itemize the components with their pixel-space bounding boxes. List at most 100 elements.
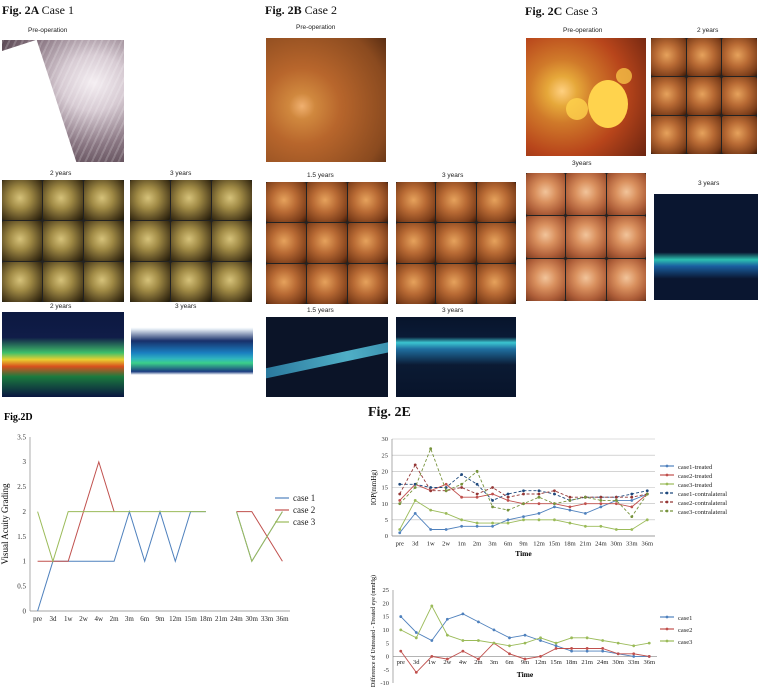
- data-point: [630, 515, 634, 518]
- x-tick-label: 12m: [535, 659, 547, 666]
- data-point: [553, 489, 556, 493]
- x-tick-label: 3d: [412, 541, 419, 548]
- data-point: [583, 502, 587, 506]
- legend-entry: case1: [678, 615, 692, 622]
- data-point: [630, 505, 634, 509]
- data-point: [630, 492, 634, 496]
- x-tick-label: 1w: [427, 541, 435, 548]
- x-tick-label: 21m: [581, 659, 593, 666]
- data-point: [553, 502, 556, 506]
- data-point: [477, 639, 480, 642]
- data-point: [645, 492, 649, 496]
- data-point: [398, 531, 402, 535]
- x-tick-label: 24m: [597, 659, 609, 666]
- x-tick-label: 2w: [79, 615, 89, 623]
- data-point: [413, 463, 417, 467]
- data-point: [414, 670, 418, 674]
- data-point: [537, 489, 541, 493]
- y-tick-label: 0: [385, 533, 388, 540]
- data-point: [522, 502, 525, 506]
- fig2b-oct-15y-caption: 1.5 years: [307, 307, 334, 314]
- x-tick-label: 9m: [519, 541, 527, 548]
- data-point: [647, 641, 651, 645]
- data-point: [632, 655, 636, 658]
- data-point: [632, 652, 636, 656]
- x-tick-label: 30m: [611, 541, 623, 548]
- data-point: [492, 641, 496, 645]
- x-tick-label: 18m: [200, 615, 213, 623]
- legend-marker: [665, 627, 669, 631]
- fig2d-visual-acuity-chart: Fig.2D 0 0.5 1 1.5 2 2.5 3 3.5 pre 3d 1w 2w 4w 2m 3m 6m 9…: [0, 412, 316, 623]
- data-point: [413, 486, 417, 489]
- y-axis-label: IOP(mmHg): [370, 469, 378, 505]
- data-point: [461, 649, 465, 653]
- series-line-case3-contralateral: [399, 447, 648, 518]
- data-point: [491, 524, 494, 528]
- data-point: [399, 615, 403, 618]
- fig2a-2y-caption: 2 years: [50, 170, 72, 177]
- data-point: [553, 492, 556, 496]
- y-tick-label: 0: [23, 607, 27, 615]
- x-tick-label: pre: [396, 541, 404, 548]
- x-tick-label: 3m: [125, 615, 135, 623]
- legend-entry: case2: [678, 627, 692, 634]
- data-point: [616, 652, 620, 656]
- data-point: [570, 649, 573, 653]
- data-point: [508, 644, 511, 648]
- legend-entry: case1-treated: [678, 464, 713, 471]
- fig2e-label: Fig. 2E: [368, 405, 411, 420]
- data-point: [491, 521, 494, 525]
- data-point: [444, 528, 448, 531]
- x-tick-label: 4w: [95, 615, 105, 623]
- data-point: [429, 489, 433, 493]
- x-tick-label: 24m: [230, 615, 243, 623]
- data-point: [399, 628, 403, 632]
- x-tick-label: 1w: [428, 659, 436, 666]
- data-point: [430, 639, 434, 642]
- data-point: [491, 499, 494, 502]
- data-point: [430, 604, 434, 608]
- data-point: [585, 647, 589, 650]
- x-tick-label: 6m: [505, 659, 513, 666]
- data-point: [444, 489, 448, 493]
- data-point: [429, 447, 433, 451]
- legend-marker: [665, 615, 669, 619]
- data-point: [537, 511, 541, 515]
- data-point: [614, 499, 618, 502]
- x-tick-label: 3d: [413, 659, 420, 666]
- data-point: [570, 647, 573, 650]
- x-tick-label: 21m: [580, 541, 592, 548]
- data-point: [583, 524, 587, 528]
- fig2b-oct-15y-image: [266, 317, 388, 397]
- x-tick-label: 36m: [641, 541, 653, 548]
- fig2e-iop-chart: 0 5 10 15 20 25 30 pre 3d 1w 2w 1m 2m 3m 6m 9m 12m 15m 18m…: [370, 436, 727, 558]
- legend-entry: case 3: [293, 517, 316, 527]
- x-tick-label: 24m: [595, 541, 607, 548]
- y-tick-label: 10: [383, 627, 390, 634]
- fig2c-pre-caption: Pre-operation: [563, 27, 603, 34]
- legend-entry: case3: [678, 639, 692, 646]
- data-point: [445, 633, 449, 637]
- x-tick-label: 15m: [550, 659, 562, 666]
- fig2a-label: Fig. 2A Case 1: [2, 3, 74, 17]
- fig2a-2y-fundus-montage: [2, 180, 124, 302]
- data-point: [553, 505, 556, 509]
- data-point: [460, 486, 464, 489]
- data-point: [568, 505, 572, 509]
- data-point: [630, 528, 634, 531]
- data-point: [539, 655, 542, 658]
- legend-entry: case3-contralateral: [678, 509, 727, 516]
- fig2c-3y-fundus-montage: [526, 173, 646, 301]
- data-point: [506, 521, 510, 525]
- y-tick-label: 1.5: [17, 533, 26, 541]
- fig2c-pre-fundus-image: [526, 38, 646, 156]
- fig2e-iop-difference-chart: -10 -5 0 5 10 15 20 25 pre 3d 1w 2w 4w 2m 3m 6m 9m 12m 15m…: [370, 575, 692, 688]
- data-point: [445, 617, 449, 621]
- legend-marker: [665, 482, 669, 486]
- y-axis-label: IOP Difference of Untreated - Treated ey…: [370, 575, 377, 688]
- x-tick-label: 9m: [521, 659, 529, 666]
- data-point: [537, 495, 541, 499]
- x-tick-label: pre: [33, 615, 42, 623]
- data-point: [414, 636, 418, 640]
- data-point: [601, 649, 605, 653]
